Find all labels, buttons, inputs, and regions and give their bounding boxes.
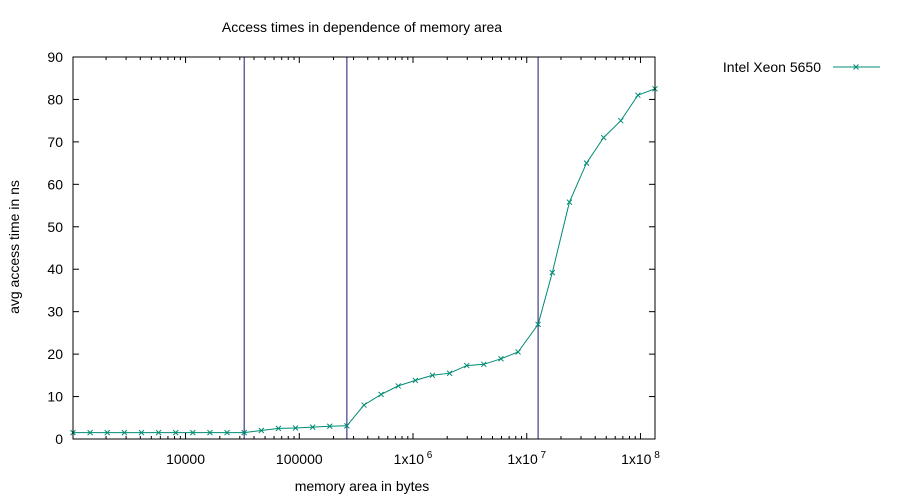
data-point-stroke (292, 425, 299, 431)
data-point (189, 429, 196, 436)
data-point (635, 92, 641, 99)
data-point (344, 422, 350, 429)
data-point (515, 349, 521, 355)
data-point-stroke (549, 269, 556, 276)
data-point-stroke (309, 424, 316, 430)
data-point (498, 355, 504, 362)
data-point-stroke (395, 383, 402, 389)
data-point (104, 429, 111, 436)
data-point (446, 370, 453, 377)
vertical-markers (243, 57, 539, 439)
data-point-stroke (87, 429, 93, 436)
y-tick-label: 20 (47, 346, 63, 362)
data-point (378, 391, 384, 398)
data-point (121, 429, 128, 436)
data-point (395, 383, 402, 389)
data-point-stroke (378, 391, 384, 398)
data-point (617, 117, 624, 124)
chart-title: Access times in dependence of memory are… (222, 19, 502, 35)
data-point-stroke (361, 402, 367, 408)
data-point-stroke (172, 429, 179, 436)
data-point (326, 423, 333, 430)
data-point (429, 372, 436, 379)
data-point-stroke (326, 423, 333, 430)
x-tick-label: 1x10 7 (507, 450, 546, 467)
legend-label: Intel Xeon 5650 (723, 59, 821, 75)
y-axis-label: avg access time in ns (6, 180, 22, 314)
y-tick-label: 70 (47, 134, 63, 150)
data-point-stroke (258, 427, 265, 434)
data-point (258, 427, 265, 434)
axis-ticks: 0 10 20 30 40 50 60 70 80 90 10000 100000 1x10 6 1x10… (47, 49, 660, 467)
data-point-stroke (344, 422, 350, 429)
data-point (583, 160, 590, 166)
plot-frame (72, 56, 656, 440)
data-point-stroke (412, 377, 419, 384)
data-point (155, 429, 162, 436)
data-point (535, 321, 541, 328)
data-point-stroke (138, 429, 145, 436)
y-tick-label: 90 (47, 49, 63, 65)
x-axis-label: memory area in bytes (295, 478, 430, 494)
data-point-stroke (155, 429, 162, 436)
data-point (241, 429, 248, 436)
data-point (463, 362, 470, 369)
data-point (600, 134, 607, 141)
x-tick-label: 10000 (166, 451, 205, 467)
data-point-stroke (241, 429, 248, 436)
y-tick-label: 30 (47, 304, 63, 320)
y-tick-label: 40 (47, 261, 63, 277)
data-point (292, 425, 299, 431)
data-point-stroke (635, 92, 641, 99)
data-point-stroke (535, 321, 541, 328)
data-point-stroke (515, 349, 521, 355)
data-point-stroke (498, 355, 504, 362)
data-point-stroke (121, 429, 128, 436)
y-tick-label: 60 (47, 176, 63, 192)
data-point-stroke (566, 199, 573, 206)
data-point-stroke (617, 117, 624, 124)
data-point (309, 424, 316, 430)
data-point-stroke (600, 134, 607, 141)
legend-marker (853, 64, 859, 70)
data-point (549, 269, 556, 276)
data-point (87, 429, 93, 436)
data-point-stroke (189, 429, 196, 436)
data-point-stroke (429, 372, 436, 379)
x-tick-label: 1x10 8 (621, 450, 660, 467)
data-point-stroke (275, 425, 282, 432)
data-point-stroke (446, 370, 453, 377)
y-tick-label: 0 (55, 431, 63, 447)
data-point-stroke (224, 429, 230, 436)
data-point (275, 425, 282, 432)
series-layer (70, 85, 658, 436)
legend: Intel Xeon 5650 (723, 59, 880, 75)
data-point-stroke (207, 429, 213, 436)
y-tick-label: 80 (47, 91, 63, 107)
data-point (138, 429, 145, 436)
legend-marker-stroke (853, 64, 859, 70)
x-tick-label: 100000 (276, 451, 323, 467)
data-point (207, 429, 213, 436)
data-point (361, 402, 367, 408)
data-point (480, 361, 487, 368)
data-point-stroke (463, 362, 470, 369)
y-tick-label: 10 (47, 389, 63, 405)
data-point (172, 429, 179, 436)
data-point (224, 429, 230, 436)
x-tick-label: 1x10 6 (394, 450, 433, 467)
data-point (566, 199, 573, 206)
data-point-stroke (583, 160, 590, 166)
data-point (412, 377, 419, 384)
data-point-stroke (480, 361, 487, 368)
y-tick-label: 50 (47, 219, 63, 235)
data-point-stroke (104, 429, 111, 436)
